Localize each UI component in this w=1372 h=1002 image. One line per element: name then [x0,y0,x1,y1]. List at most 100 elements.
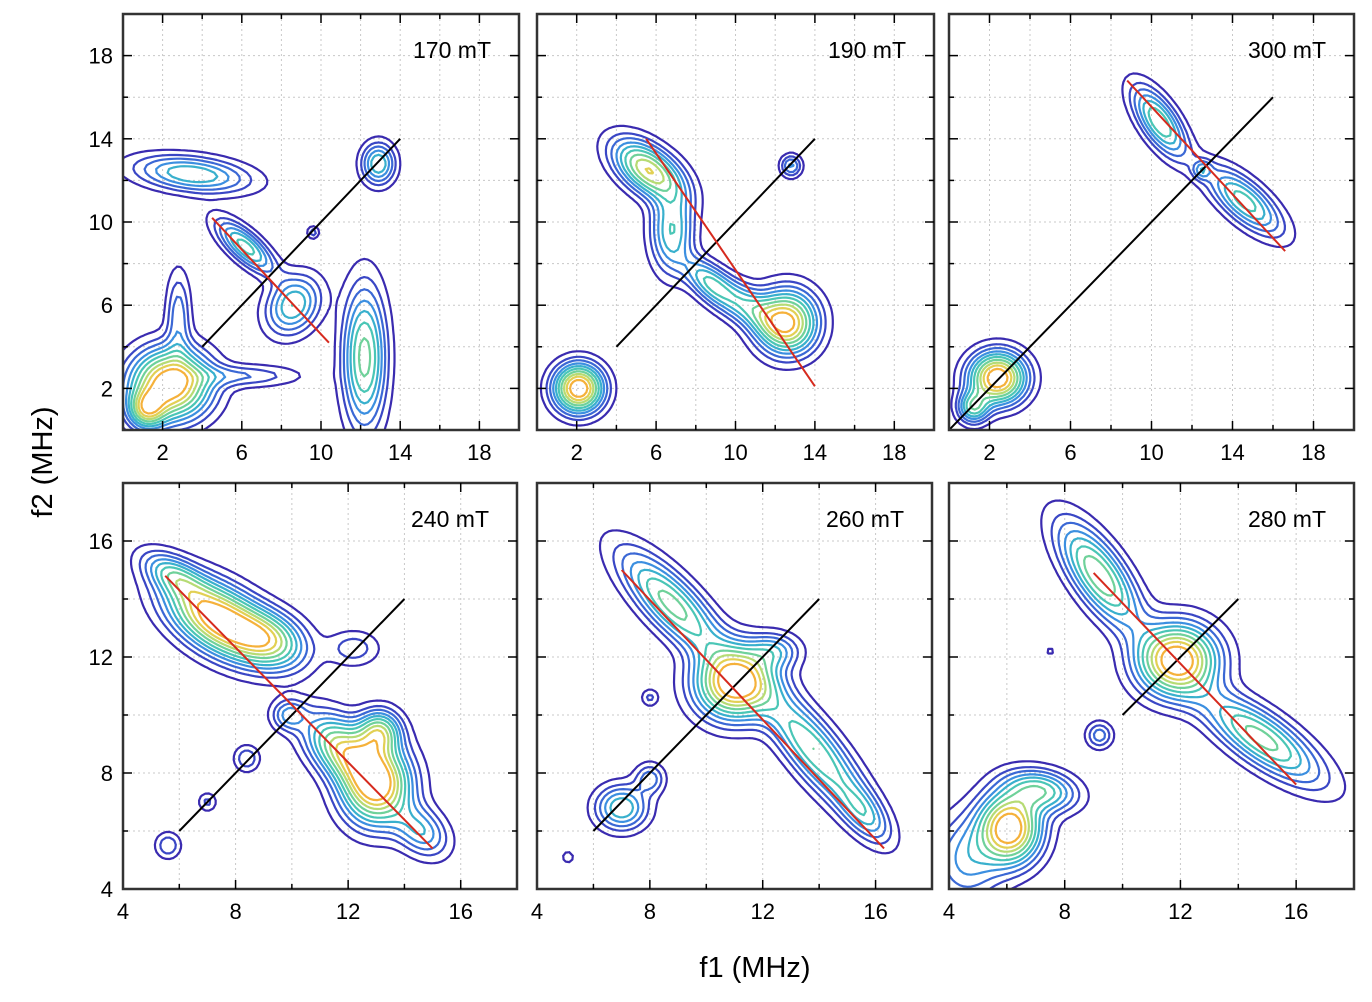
contour-level [166,571,403,815]
contour-level [565,167,801,402]
panels: 2 6 10 14 18 2 6 10 14 18 170 mT 2 6 10 14 18 190 mT 2 6 10… [89,12,1356,924]
contour-level [954,81,1286,426]
contour-level [130,238,377,426]
x-tick-label: 6 [236,440,248,465]
diagonal-line [1121,598,1239,716]
contour-level [557,149,812,410]
x-axis-title: f1 (MHz) [699,952,810,984]
x-tick-label: 2 [156,440,168,465]
contour-level [129,543,456,865]
plot-frame [121,481,519,891]
fit-line [645,138,816,387]
contour-level [135,359,199,421]
y-tick-label: 16 [89,529,113,554]
contour-level [962,99,1266,418]
diagonal-line [592,598,820,832]
x-tick-label: 12 [1168,899,1192,924]
x-tick-label: 12 [750,899,774,924]
contour-level [554,145,815,412]
contour-level [994,645,1194,845]
x-tick-label: 16 [1284,899,1308,924]
field-label: 300 mT [1248,37,1326,63]
x-tick-label: 6 [1064,440,1076,465]
panel-240-mT: 4 8 12 16 4 8 12 16 240 mT [89,481,519,924]
y-tick-label: 2 [101,376,113,401]
diagonal-line [949,96,1274,430]
contour-level [954,530,1311,876]
contour-level [598,552,887,839]
x-tick-label: 18 [1301,440,1325,465]
plot-frame [535,481,934,891]
x-tick-label: 18 [882,440,906,465]
contour-level [967,537,1302,866]
panel-280-mT: 4 8 12 16 280 mT [943,481,1356,924]
x-tick-label: 12 [336,899,360,924]
x-tick-label: 4 [943,899,955,924]
contour-level [949,521,1321,888]
contour-level [125,149,390,430]
diagonal-line [178,598,406,832]
x-tick-label: 6 [650,440,662,465]
contour-level [609,568,876,826]
ticks [537,14,934,430]
field-label: 240 mT [411,506,489,532]
x-tick-label: 4 [117,899,129,924]
contours [123,135,402,430]
panel-300-mT: 2 6 10 14 18 300 mT [947,12,1356,465]
ticks [949,483,1354,889]
contours [539,124,834,427]
contour-level [965,106,1257,415]
ticks [537,483,932,889]
ticks [123,14,519,430]
contours [562,529,901,864]
contour-level [154,562,426,836]
contour-level [123,145,394,430]
y-tick-label: 14 [89,127,113,152]
fit-line [1092,572,1297,786]
plot-frame [947,481,1356,891]
diagonal-line [201,138,401,348]
contour-level [160,566,407,819]
x-tick-label: 16 [448,899,472,924]
contour-level [560,153,808,407]
x-tick-label: 10 [309,440,333,465]
contour-level [144,554,442,851]
contour-level [990,640,1200,849]
y-axis-title: f2 (MHz) [27,406,59,517]
x-tick-label: 18 [467,440,491,465]
contour-level [949,512,1331,889]
y-tick-label: 10 [89,210,113,235]
contour-level [196,600,392,802]
contour-level [562,158,804,404]
x-tick-label: 10 [723,440,747,465]
field-label: 280 mT [1248,506,1326,532]
contour-level [138,549,448,857]
y-tick-label: 4 [101,877,113,902]
x-tick-label: 8 [644,899,656,924]
contour-level [604,561,881,832]
contour-level [137,363,194,418]
fit-line [211,217,330,344]
panel-260-mT: 4 8 12 16 260 mT [531,481,934,924]
y-tick-label: 6 [101,293,113,318]
y-tick-label: 8 [101,761,113,786]
contour-level [140,368,189,415]
x-tick-label: 16 [863,899,887,924]
contour-level [981,554,1279,857]
field-label: 170 mT [413,37,491,63]
contour-level [539,124,834,427]
contours [129,543,456,865]
contour-level [127,153,387,428]
fit-line [620,569,885,850]
contour-level [188,590,396,806]
field-label: 190 mT [828,37,906,63]
x-tick-label: 14 [1220,440,1244,465]
x-tick-label: 2 [983,440,995,465]
contour-level [593,543,893,845]
contour-level [132,337,372,423]
x-tick-label: 8 [229,899,241,924]
x-tick-label: 10 [1139,440,1163,465]
field-label: 260 mT [826,506,904,532]
contours [950,72,1297,430]
